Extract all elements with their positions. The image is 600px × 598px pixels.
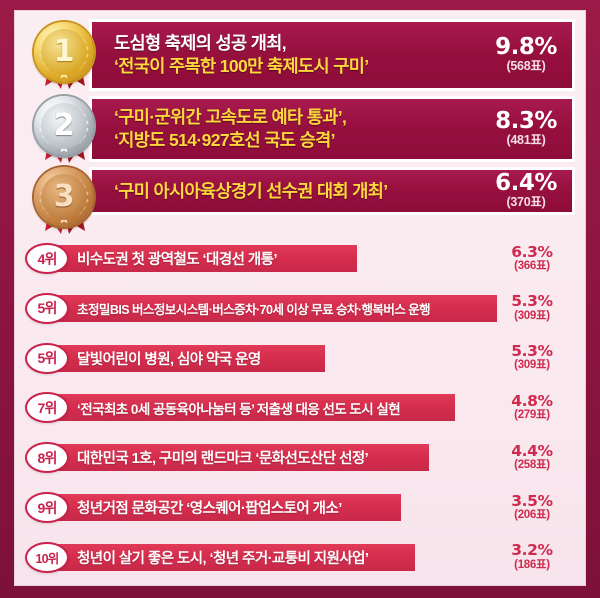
- rank-badge-5a: 5위: [25, 292, 69, 324]
- rank-percent-2: 8.3%: [495, 108, 557, 135]
- rank-percent-9: 3.5%: [511, 491, 553, 510]
- medal-inner-3: 3: [41, 174, 87, 220]
- rank-percent-10: 3.2%: [511, 541, 553, 560]
- rank-votes-5b: (309표): [514, 359, 550, 372]
- rank-votes-4: (366표): [514, 259, 550, 272]
- rank-text-3: ‘구미 아시아육상경기 선수권 대회 개최’: [114, 180, 480, 203]
- rank-text-2-line-1: ‘구미·군위간 고속도로 예타 통과’,: [114, 107, 347, 128]
- rank-votes-3: (370표): [506, 195, 546, 210]
- rank-stat-5a: 5.3% (309표): [495, 293, 569, 323]
- rank-stat-4: 6.3% (366표): [495, 243, 569, 273]
- medal-number-1: 1: [53, 34, 75, 69]
- rank-stat-9: 3.5% (206표): [495, 491, 569, 523]
- rank-badge-7: 7위: [25, 392, 69, 424]
- rank-bar-5a: 초정밀BIS 버스정보시스템·버스증차·70세 이상 무료 승차·행복버스 운행: [57, 294, 497, 322]
- rank-row-7: 7위 ‘전국최초 0세 공동육아나눔터 등’ 저출생 대응 선도 도시 실현 4…: [25, 390, 575, 425]
- bronze-medal-icon: 3: [31, 167, 97, 234]
- rank-row-2: 2 ‘구미·군위간 고속도로 예타 통과’, ‘지방도 514·927호선 국도…: [25, 96, 575, 163]
- rank-votes-1: (568표): [506, 59, 546, 74]
- rank-votes-5a: (309표): [514, 309, 550, 322]
- medal-disc-silver: 2: [34, 96, 94, 156]
- silver-medal-icon: 2: [31, 96, 97, 163]
- rank-row-5a: 5위 초정밀BIS 버스정보시스템·버스증차·70세 이상 무료 승차·행복버스…: [25, 291, 575, 326]
- rank-bar-9: 청년거점 문화공간 ‘영스퀘어·팝업스토어 개소’: [57, 494, 401, 522]
- rank-banner-1: 도심형 축제의 성공 개최, ‘전국이 주목한 100만 축제도시 구미’ 9.…: [89, 19, 575, 91]
- rank-text-2: ‘구미·군위간 고속도로 예타 통과’, ‘지방도 514·927호선 국도 승…: [114, 106, 480, 152]
- medal-inner-2: 2: [41, 103, 87, 149]
- rank-badge-4: 4위: [25, 243, 69, 274]
- rank-text-2-line-2: ‘지방도 514·927호선 국도 승격’: [114, 130, 335, 150]
- rank-text-1: 도심형 축제의 성공 개최, ‘전국이 주목한 100만 축제도시 구미’: [114, 32, 480, 78]
- rank-row-5b: 5위 달빛어린이 병원, 심야 약국 운영 5.3% (309표): [25, 341, 575, 376]
- medal-disc-bronze: 3: [34, 167, 94, 227]
- rank-votes-7: (279표): [514, 409, 550, 422]
- rank-text-1-line-2: ‘전국이 주목한 100만 축제도시 구미’: [114, 56, 369, 76]
- rank-text-3-line-1: ‘구미 아시아육상경기 선수권 대회 개최’: [114, 180, 388, 201]
- medal-wrap-2: 2: [25, 96, 103, 163]
- rank-percent-5a: 5.3%: [511, 292, 553, 311]
- rank-row-1: 1 도심형 축제의 성공 개최, ‘전국이 주목한 100만 축제도시 구미’ …: [25, 19, 575, 91]
- rank-row-3: 3 ‘구미 아시아육상경기 선수권 대회 개최’ 6.4% (370표): [25, 167, 575, 234]
- rank-badge-8: 8위: [25, 442, 69, 474]
- rank-bar-10: 청년이 살기 좋은 도시, ‘청년 주거·교통비 지원사업’: [57, 543, 415, 571]
- rank-votes-9: (206표): [514, 508, 550, 521]
- rank-votes-10: (186표): [514, 558, 550, 571]
- rank-bar-4: 비수도권 첫 광역철도 ‘대경선 개통’: [57, 245, 357, 272]
- rank-stat-5b: 5.3% (309표): [495, 343, 569, 373]
- rank-percent-7: 4.8%: [511, 391, 553, 410]
- rank-bar-5b: 달빛어린이 병원, 심야 약국 운영: [57, 344, 325, 372]
- rank-percent-5b: 5.3%: [511, 342, 553, 361]
- rank-badge-9: 9위: [25, 492, 69, 524]
- rank-badge-5b: 5위: [25, 342, 69, 374]
- rank-badge-10: 10위: [25, 541, 69, 573]
- rank-percent-8: 4.4%: [511, 441, 553, 460]
- rank-row-10: 10위 청년이 살기 좋은 도시, ‘청년 주거·교통비 지원사업’ 3.2% …: [25, 540, 575, 575]
- medal-disc-gold: 1: [34, 22, 94, 82]
- medal-inner-1: 1: [41, 29, 87, 75]
- rank-stat-3: 6.4% (370표): [480, 171, 564, 211]
- medal-wrap-3: 3: [25, 167, 103, 234]
- medal-number-2: 2: [53, 108, 75, 143]
- rank-stat-1: 9.8% (568표): [480, 35, 564, 75]
- rank-stat-2: 8.3% (481표): [480, 109, 564, 149]
- rank-votes-2: (481표): [506, 133, 546, 148]
- rank-votes-8: (258표): [514, 459, 550, 472]
- rank-row-4: 4위 비수도권 첫 광역철도 ‘대경선 개통’ 6.3% (366표): [25, 241, 575, 276]
- rank-percent-4: 6.3%: [511, 242, 553, 261]
- rank-row-9: 9위 청년거점 문화공간 ‘영스퀘어·팝업스토어 개소’ 3.5% (206표): [25, 490, 575, 525]
- medal-wrap-1: 1: [25, 19, 103, 91]
- rank-bar-7: ‘전국최초 0세 공동육아나눔터 등’ 저출생 대응 선도 도시 실현: [57, 394, 455, 422]
- rank-row-8: 8위 대한민국 1호, 구미의 랜드마크 ‘문화선도산단 선정’ 4.4% (2…: [25, 440, 575, 475]
- medal-number-3: 3: [53, 179, 75, 214]
- rank-stat-8: 4.4% (258표): [495, 443, 569, 473]
- rank-text-1-line-1: 도심형 축제의 성공 개최,: [114, 33, 287, 54]
- ranking-panel: 1 도심형 축제의 성공 개최, ‘전국이 주목한 100만 축제도시 구미’ …: [14, 10, 586, 586]
- rank-percent-3: 6.4%: [495, 170, 557, 197]
- rank-banner-2: ‘구미·군위간 고속도로 예타 통과’, ‘지방도 514·927호선 국도 승…: [89, 96, 575, 162]
- rank-stat-10: 3.2% (186표): [495, 542, 569, 572]
- bar-rows-container: 4위 비수도권 첫 광역철도 ‘대경선 개통’ 6.3% (366표) 5위 초…: [25, 240, 575, 575]
- rank-stat-7: 4.8% (279표): [495, 393, 569, 423]
- rank-banner-3: ‘구미 아시아육상경기 선수권 대회 개최’ 6.4% (370표): [89, 167, 575, 215]
- rank-percent-1: 9.8%: [495, 34, 557, 61]
- rank-bar-8: 대한민국 1호, 구미의 랜드마크 ‘문화선도산단 선정’: [57, 444, 429, 472]
- gold-medal-icon: 1: [31, 22, 97, 89]
